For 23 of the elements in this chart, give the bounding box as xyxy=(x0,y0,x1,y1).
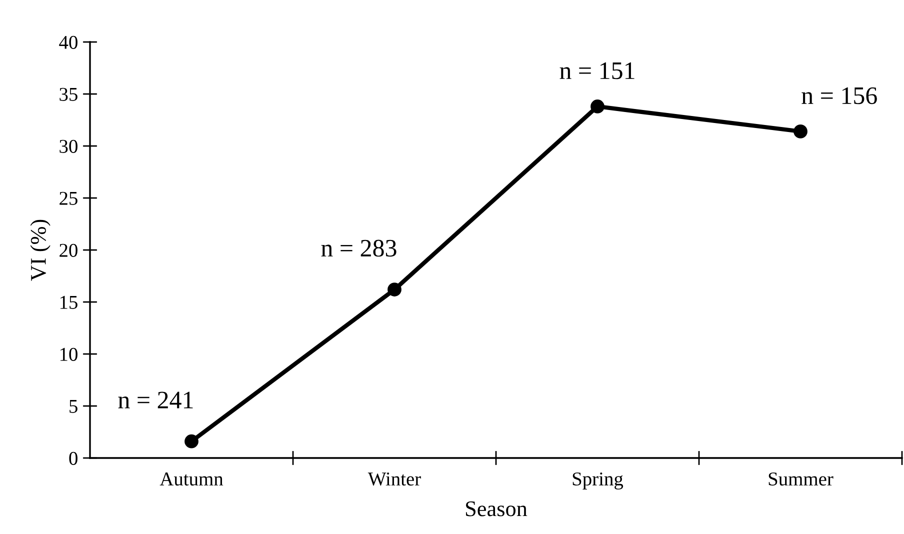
x-tick-label: Winter xyxy=(368,472,421,486)
y-tick-label: 5 xyxy=(70,400,78,413)
point xyxy=(590,100,604,114)
annotation: n = 156 xyxy=(802,87,877,104)
y-tick-label: 30 xyxy=(60,140,78,153)
x-axis-title: Season xyxy=(466,501,528,516)
annotation: n = 283 xyxy=(321,240,396,257)
y-tick-label: 20 xyxy=(60,244,78,257)
point xyxy=(388,282,402,296)
y-tick-label: 35 xyxy=(60,88,78,101)
y-tick-label: 25 xyxy=(60,192,78,205)
annotation: n = 151 xyxy=(560,62,634,80)
y-tick-label: 10 xyxy=(60,348,78,361)
y-axis-title: VI (%) xyxy=(30,220,50,281)
y-tick-label: 0 xyxy=(69,452,78,465)
y-tick-label: 15 xyxy=(60,296,78,309)
annotation: n = 241 xyxy=(118,392,193,408)
point xyxy=(794,124,808,138)
x-tick-label: Autumn xyxy=(160,472,224,486)
x-tick-label: Spring xyxy=(572,472,624,490)
point xyxy=(184,434,198,448)
y-tick-label: 40 xyxy=(59,36,78,49)
x-tick-label: Summer xyxy=(768,472,834,486)
